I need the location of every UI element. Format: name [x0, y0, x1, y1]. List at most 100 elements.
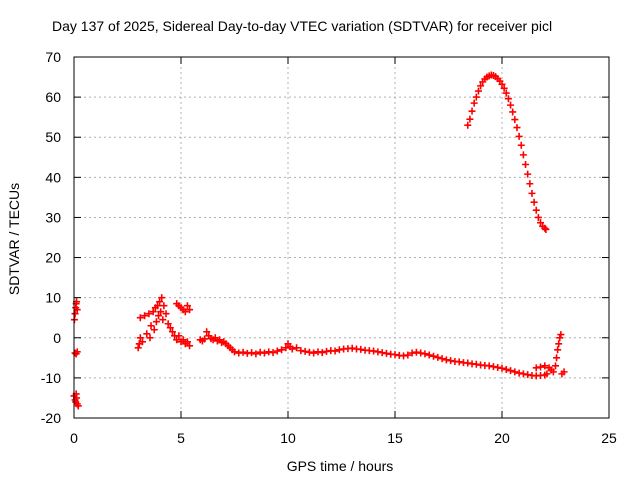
- data-point: [164, 320, 172, 328]
- y-tick-label: 60: [45, 89, 61, 105]
- data-point: [282, 344, 290, 352]
- data-point: [500, 84, 508, 92]
- data-point: [532, 364, 540, 372]
- data-point: [183, 302, 191, 310]
- data-point: [134, 344, 142, 352]
- data-point: [391, 351, 399, 359]
- data-point: [370, 347, 378, 355]
- data-point: [438, 355, 446, 363]
- data-point: [143, 330, 151, 338]
- data-point: [314, 348, 322, 356]
- data-point: [507, 367, 515, 375]
- data-point: [175, 332, 183, 340]
- x-tick-label: 15: [387, 430, 403, 446]
- data-point: [181, 308, 189, 316]
- data-point: [502, 365, 510, 373]
- data-point: [417, 349, 425, 357]
- data-point: [150, 326, 158, 334]
- data-point: [231, 348, 238, 356]
- data-point: [138, 338, 146, 346]
- data-point: [464, 121, 472, 129]
- data-point: [519, 370, 527, 378]
- data-point: [141, 312, 149, 320]
- data-point: [265, 348, 273, 356]
- data-point: [466, 115, 474, 123]
- data-point: [556, 334, 564, 342]
- data-point: [468, 107, 476, 115]
- data-point: [472, 93, 480, 101]
- data-point: [73, 348, 81, 356]
- data-point: [153, 302, 161, 310]
- data-point: [509, 108, 517, 116]
- data-point: [502, 89, 510, 97]
- data-point: [173, 336, 181, 344]
- data-point: [239, 348, 247, 356]
- data-point: [430, 352, 438, 360]
- data-point: [256, 348, 264, 356]
- data-point: [447, 357, 455, 365]
- data-point: [186, 342, 194, 350]
- data-point: [541, 362, 549, 370]
- data-point: [455, 358, 463, 366]
- data-point: [278, 346, 286, 354]
- data-point: [553, 354, 561, 362]
- data-point: [519, 151, 527, 159]
- data-point: [442, 356, 450, 364]
- data-point: [243, 349, 251, 357]
- data-point: [357, 345, 365, 353]
- data-point: [382, 349, 390, 357]
- data-point: [166, 324, 174, 332]
- data-point: [515, 132, 523, 140]
- data-point: [136, 314, 144, 322]
- data-point: [534, 213, 542, 221]
- data-point: [323, 347, 331, 355]
- data-point: [517, 141, 525, 149]
- y-tick-label: 10: [45, 290, 61, 306]
- data-point: [159, 316, 167, 324]
- data-point: [470, 99, 478, 107]
- data-point: [557, 331, 565, 339]
- data-point: [310, 349, 318, 357]
- data-point: [157, 308, 165, 316]
- data-point: [543, 370, 551, 378]
- data-point: [511, 368, 519, 376]
- data-point: [203, 328, 211, 336]
- data-point: [248, 349, 256, 357]
- y-tick-label: 30: [45, 209, 61, 225]
- y-axis-label: SDTVAR / TECUs: [6, 183, 22, 295]
- data-point: [494, 363, 502, 371]
- data-point: [152, 318, 160, 326]
- data-point: [474, 87, 482, 95]
- data-point: [293, 344, 301, 352]
- data-point: [425, 351, 433, 359]
- data-point: [149, 308, 157, 316]
- data-point: [74, 402, 82, 410]
- data-point: [560, 368, 568, 376]
- data-point: [374, 348, 382, 356]
- data-point: [179, 336, 187, 344]
- data-point: [421, 350, 429, 358]
- data-point: [155, 312, 163, 320]
- data-point: [541, 224, 549, 232]
- y-tick-label: 40: [45, 169, 61, 185]
- data-point: [530, 198, 538, 206]
- data-point: [145, 310, 153, 318]
- data-point: [147, 322, 155, 330]
- data-point: [526, 180, 534, 188]
- data-point: [489, 363, 497, 371]
- data-point: [485, 362, 493, 370]
- data-point: [378, 349, 386, 357]
- data-point: [305, 348, 313, 356]
- y-tick-label: -10: [41, 370, 61, 386]
- x-tick-label: 10: [280, 430, 296, 446]
- x-tick-label: 0: [70, 430, 78, 446]
- data-point: [160, 302, 168, 310]
- data-point: [186, 306, 194, 314]
- data-point: [348, 344, 356, 352]
- data-point: [156, 298, 164, 306]
- data-point: [524, 371, 532, 379]
- data-point: [201, 335, 209, 343]
- data-point: [549, 368, 557, 376]
- data-point: [168, 328, 176, 336]
